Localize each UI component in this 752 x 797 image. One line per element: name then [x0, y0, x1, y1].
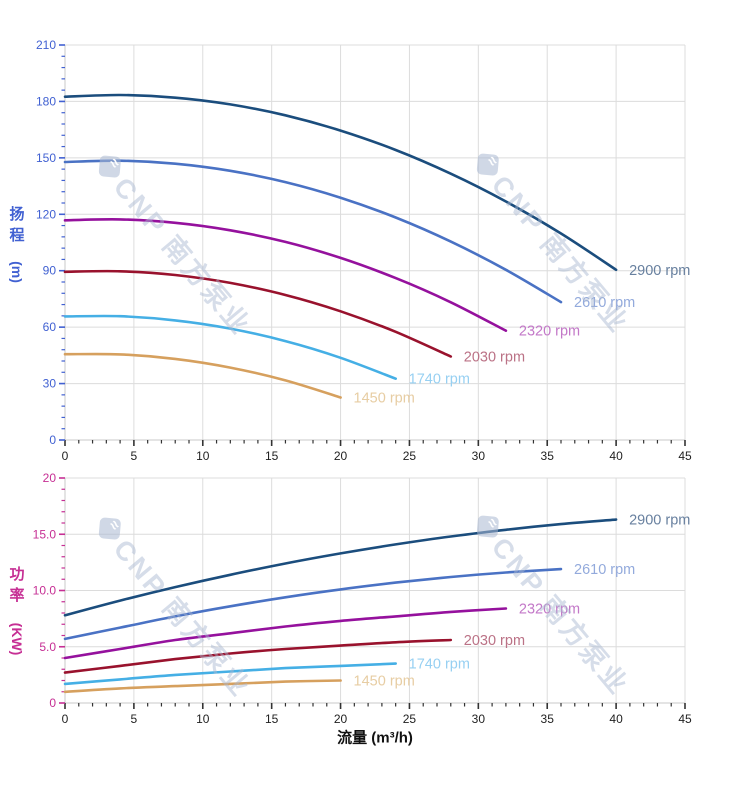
- x-tick-label: 15: [265, 712, 279, 726]
- x-tick-label: 20: [334, 449, 348, 463]
- x-tick-label: 20: [334, 712, 348, 726]
- x-tick-label: 30: [472, 712, 486, 726]
- series-label-2030-rpm: 2030 rpm: [464, 633, 525, 649]
- curve-1740-rpm: [63, 314, 397, 380]
- y-tick-label: 60: [43, 320, 57, 334]
- curve-2900-rpm: [63, 93, 618, 272]
- x-tick-label: 0: [62, 449, 69, 463]
- y-tick-label: 210: [36, 38, 56, 52]
- power-axis-title: 功率: [9, 566, 25, 604]
- curve-1450-rpm: [63, 679, 342, 694]
- y-tick-label: 20: [43, 471, 57, 485]
- y-tick-label: 120: [36, 207, 56, 221]
- series-label-2610-rpm: 2610 rpm: [574, 295, 635, 311]
- series-label-2320-rpm: 2320 rpm: [519, 324, 580, 340]
- x-tick-label: 10: [196, 449, 210, 463]
- y-tick-label: 0: [49, 433, 56, 447]
- y-tick-label: 0: [49, 696, 56, 710]
- series-label-1740-rpm: 1740 rpm: [409, 657, 470, 673]
- y-tick-label: 90: [43, 264, 57, 278]
- x-tick-label: 5: [131, 712, 138, 726]
- curve-2320-rpm: [63, 607, 508, 660]
- x-tick-label: 30: [472, 449, 486, 463]
- curve-1450-rpm: [63, 352, 342, 399]
- series-label-2030-rpm: 2030 rpm: [464, 349, 525, 365]
- series-label-1450-rpm: 1450 rpm: [354, 390, 415, 406]
- series-label-2900-rpm: 2900 rpm: [629, 513, 690, 529]
- curve-2030-rpm: [63, 269, 453, 358]
- x-tick-label: 5: [131, 449, 138, 463]
- x-tick-label: 45: [678, 449, 692, 463]
- y-tick-label: 150: [36, 151, 56, 165]
- x-tick-label: 25: [403, 449, 417, 463]
- curve-2610-rpm: [63, 159, 563, 304]
- x-tick-label: 25: [403, 712, 417, 726]
- head-axis-title: 扬程: [9, 206, 25, 244]
- x-tick-label: 35: [541, 712, 555, 726]
- series-label-1740-rpm: 1740 rpm: [409, 372, 470, 388]
- x-tick-label: 45: [678, 712, 692, 726]
- series-label-2610-rpm: 2610 rpm: [574, 562, 635, 578]
- head-axis-unit: (m): [9, 261, 25, 283]
- y-tick-label: 180: [36, 94, 56, 108]
- y-tick-label: 10.0: [33, 584, 57, 598]
- series-label-2900-rpm: 2900 rpm: [629, 263, 690, 279]
- x-tick-label: 35: [541, 449, 555, 463]
- curve-1740-rpm: [63, 662, 397, 686]
- series-label-2320-rpm: 2320 rpm: [519, 602, 580, 618]
- curve-2900-rpm: [63, 518, 618, 617]
- curve-2610-rpm: [63, 567, 563, 641]
- flow-axis-title: 流量 (m³/h): [337, 729, 413, 747]
- y-tick-label: 5.0: [39, 640, 56, 654]
- x-tick-label: 15: [265, 449, 279, 463]
- y-tick-label: 30: [43, 377, 57, 391]
- x-tick-label: 40: [609, 712, 623, 726]
- x-tick-label: 0: [62, 712, 69, 726]
- x-tick-label: 10: [196, 712, 210, 726]
- curve-2320-rpm: [63, 218, 508, 332]
- power-axis-unit: (KW): [9, 622, 25, 656]
- series-label-1450-rpm: 1450 rpm: [354, 674, 415, 690]
- y-tick-label: 15.0: [33, 527, 57, 541]
- x-tick-label: 40: [609, 449, 623, 463]
- curve-2030-rpm: [63, 638, 453, 674]
